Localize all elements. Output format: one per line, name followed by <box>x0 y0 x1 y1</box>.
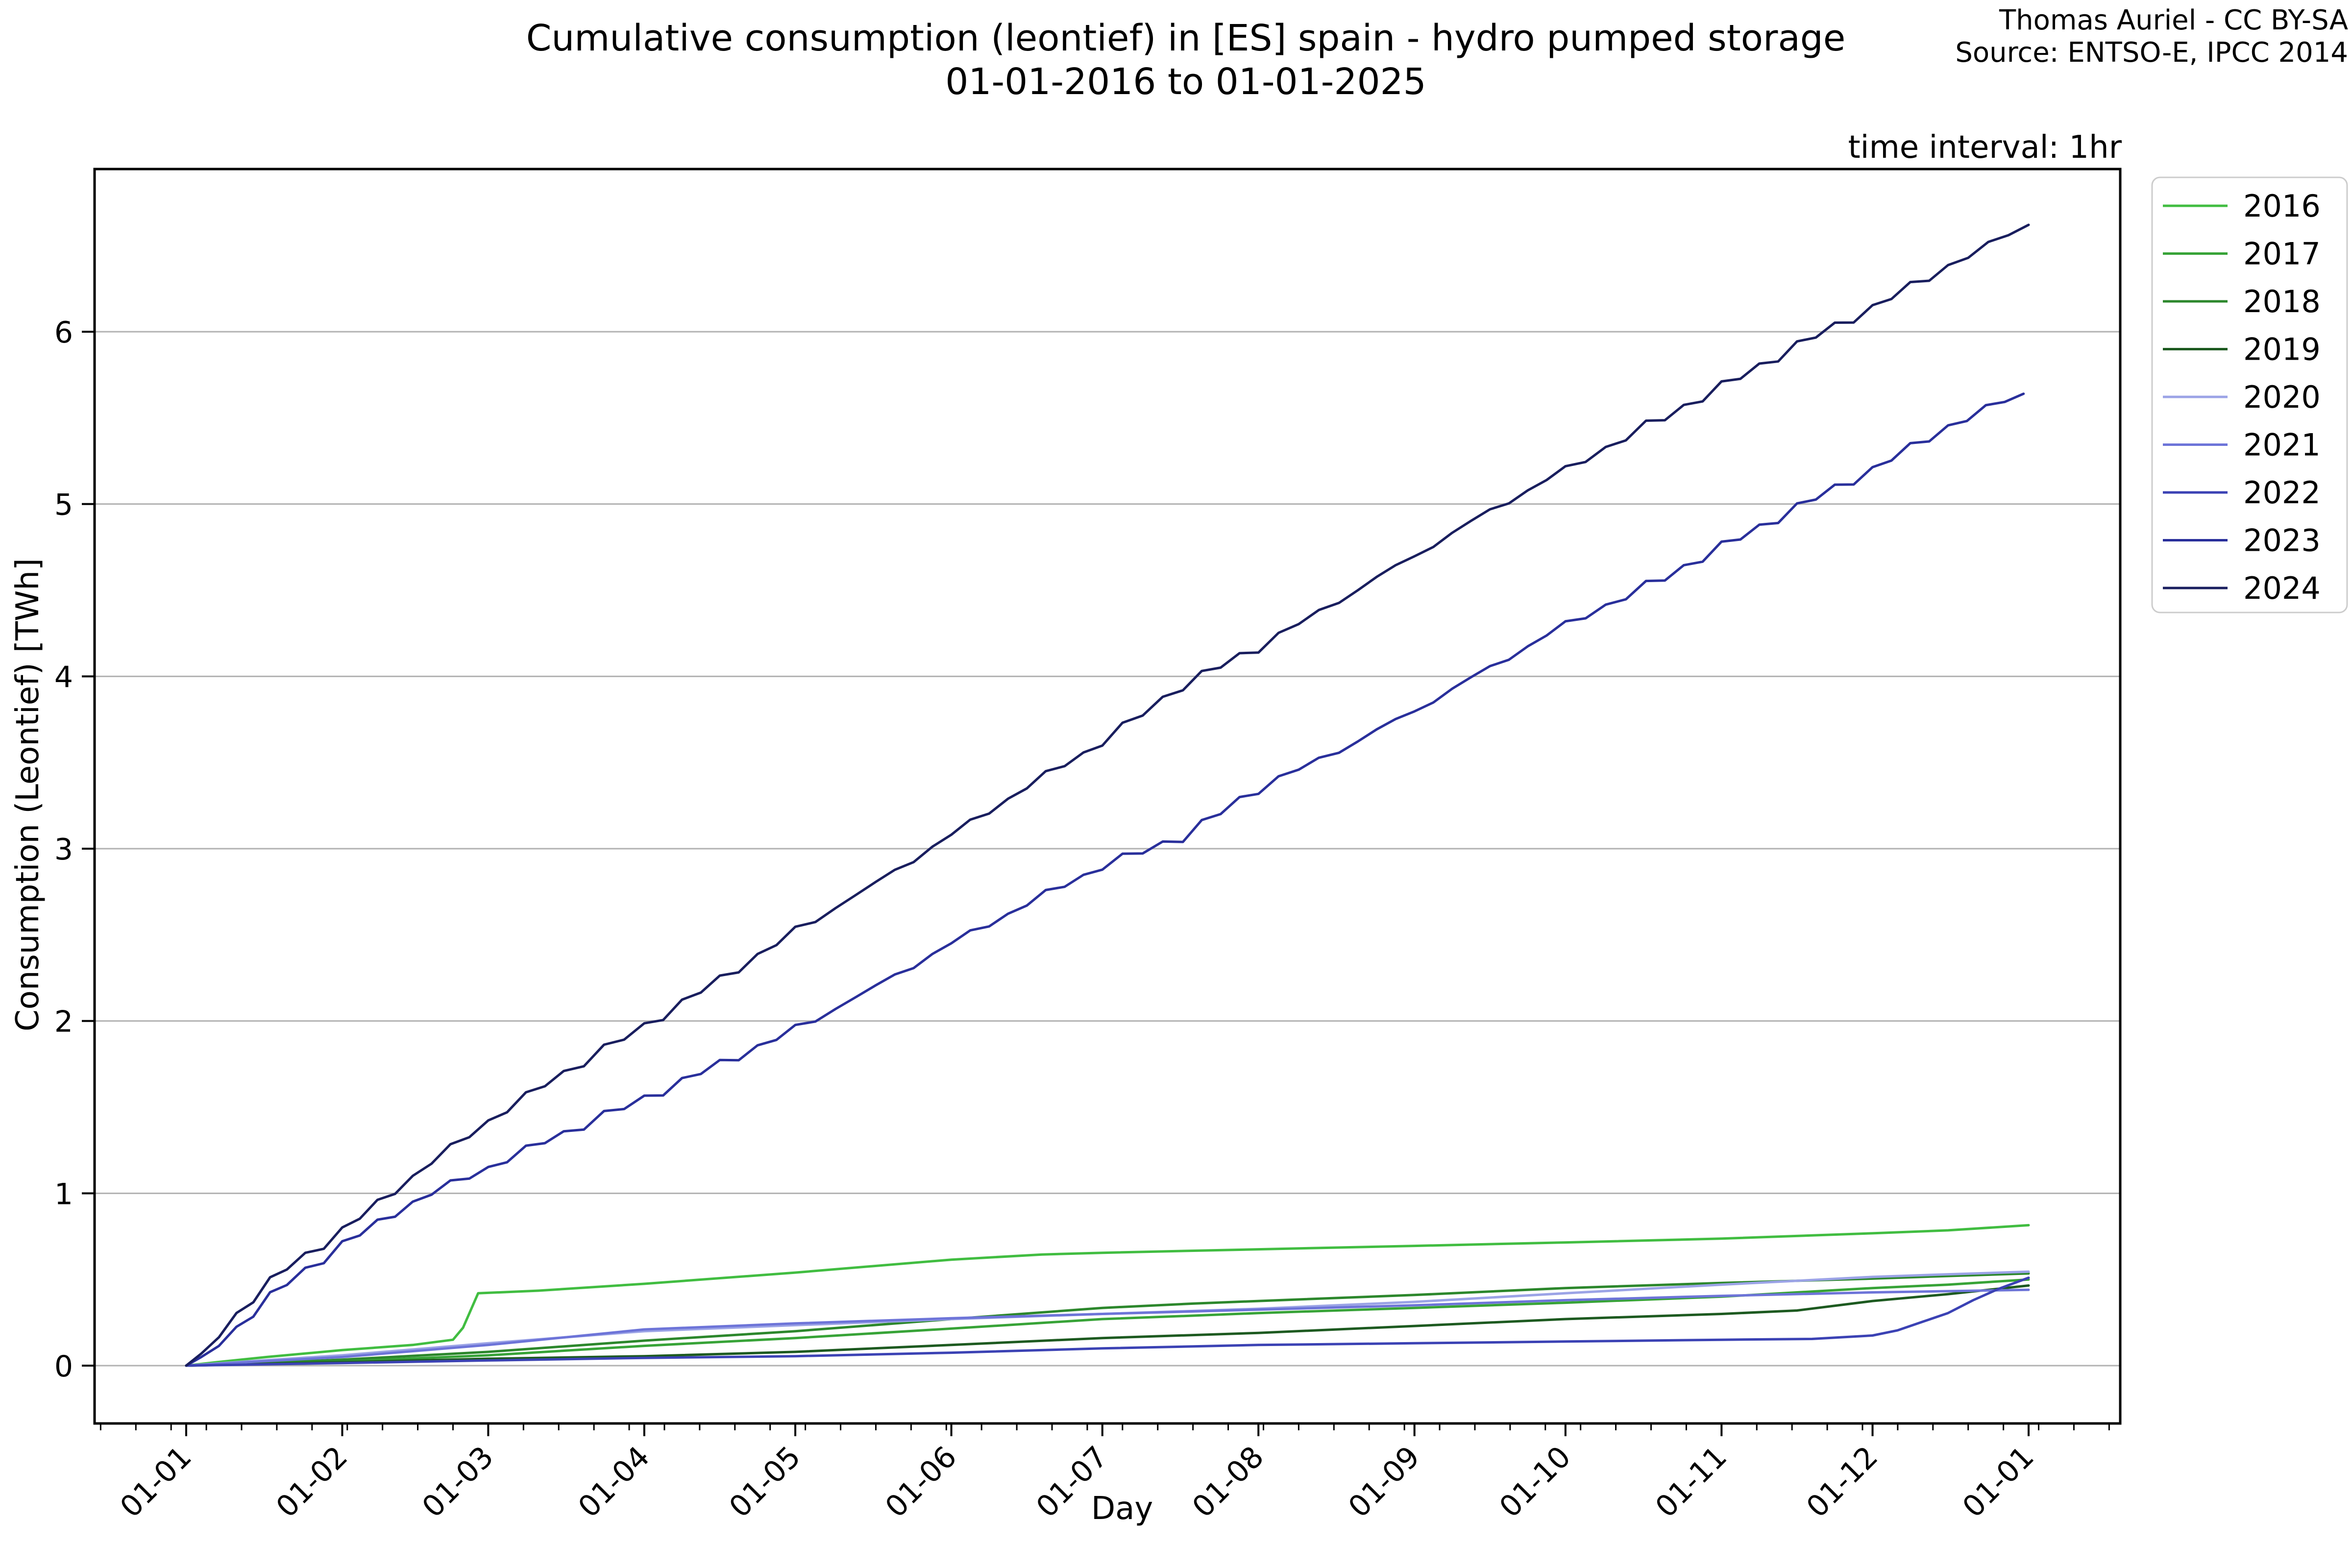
axes <box>93 168 2122 1425</box>
x-tick-label: 01-06 <box>879 1440 963 1524</box>
legend-item-2022: 2022 <box>2163 475 2321 511</box>
legend-item-2016: 2016 <box>2163 188 2321 224</box>
series-line-2024 <box>185 223 2030 1367</box>
series-line-2016 <box>185 1224 2030 1367</box>
x-tick-label: 01-04 <box>572 1440 657 1524</box>
legend-label: 2021 <box>2243 427 2321 463</box>
legend-box <box>2151 176 2348 613</box>
x-tick-label: 01-08 <box>1186 1440 1271 1524</box>
x-tick-label: 01-01 <box>114 1440 198 1524</box>
legend-item-2023: 2023 <box>2163 523 2321 559</box>
chart-subtitle: 01-01-2016 to 01-01-2025 <box>945 61 1426 103</box>
y-tick-label: 6 <box>54 316 73 350</box>
x-tick-label: 01-12 <box>1800 1440 1885 1524</box>
y-tick-label: 4 <box>54 660 73 694</box>
credit-source: Source: ENTSO-E, IPCC 2014 <box>1955 37 2348 69</box>
x-tick-label: 01-02 <box>270 1440 354 1524</box>
x-tick-label: 01-03 <box>416 1440 500 1524</box>
plot-border <box>93 168 2122 1425</box>
legend-label: 2017 <box>2243 236 2321 272</box>
legend-item-2024: 2024 <box>2163 570 2321 606</box>
y-tick-label: 3 <box>54 833 73 867</box>
legend-label: 2018 <box>2243 284 2321 319</box>
y-tick-label: 5 <box>54 488 73 522</box>
legend-label: 2019 <box>2243 332 2321 368</box>
y-tick-label: 0 <box>54 1349 73 1384</box>
legend-label: 2022 <box>2243 475 2321 511</box>
chart-title: Cumulative consumption (leontief) in [ES… <box>526 17 1846 59</box>
legend-item-2017: 2017 <box>2163 236 2321 272</box>
time-interval-note: time interval: 1hr <box>1848 129 2122 166</box>
x-tick-label: 01-11 <box>1649 1440 1734 1524</box>
legend-item-2020: 2020 <box>2163 379 2321 415</box>
x-axis-label: Day <box>1091 1491 1153 1527</box>
series-line-2019 <box>185 1284 2030 1367</box>
tick-marks-and-labels: 0 1 2 3 4 5 6 01-01 01-02 01-03 01-04 01-05 01-06 01-… <box>54 316 2110 1524</box>
x-tick-label: 01-09 <box>1342 1440 1426 1524</box>
legend-label: 2020 <box>2243 379 2321 415</box>
x-tick-label: 01-05 <box>723 1440 808 1524</box>
y-tick-label: 2 <box>54 1005 73 1039</box>
x-tick-label: 01-10 <box>1493 1440 1578 1524</box>
credit-author: Thomas Auriel - CC BY-SA <box>1999 4 2348 36</box>
legend-label: 2023 <box>2243 523 2321 559</box>
y-tick-label: 1 <box>54 1177 73 1211</box>
x-tick-label: 01-01 <box>1956 1440 2041 1524</box>
legend-item-2019: 2019 <box>2163 332 2321 368</box>
y-axis-label: Consumption (Leontief) [TWh] <box>10 558 46 1031</box>
series-line-2021 <box>185 1288 2030 1367</box>
legend-label: 2024 <box>2243 570 2321 606</box>
legend-item-2018: 2018 <box>2163 284 2321 319</box>
series-line-2022 <box>185 1276 2030 1367</box>
gridlines <box>95 331 2120 1367</box>
series-line-2023 <box>185 392 2025 1367</box>
series-line-2017 <box>185 1278 2030 1367</box>
legend: 2016 2017 2018 2019 2020 2021 2022 2023 2024 <box>2151 176 2348 613</box>
data-series <box>185 223 2030 1367</box>
legend-label: 2016 <box>2243 188 2321 224</box>
legend-item-2021: 2021 <box>2163 427 2321 463</box>
